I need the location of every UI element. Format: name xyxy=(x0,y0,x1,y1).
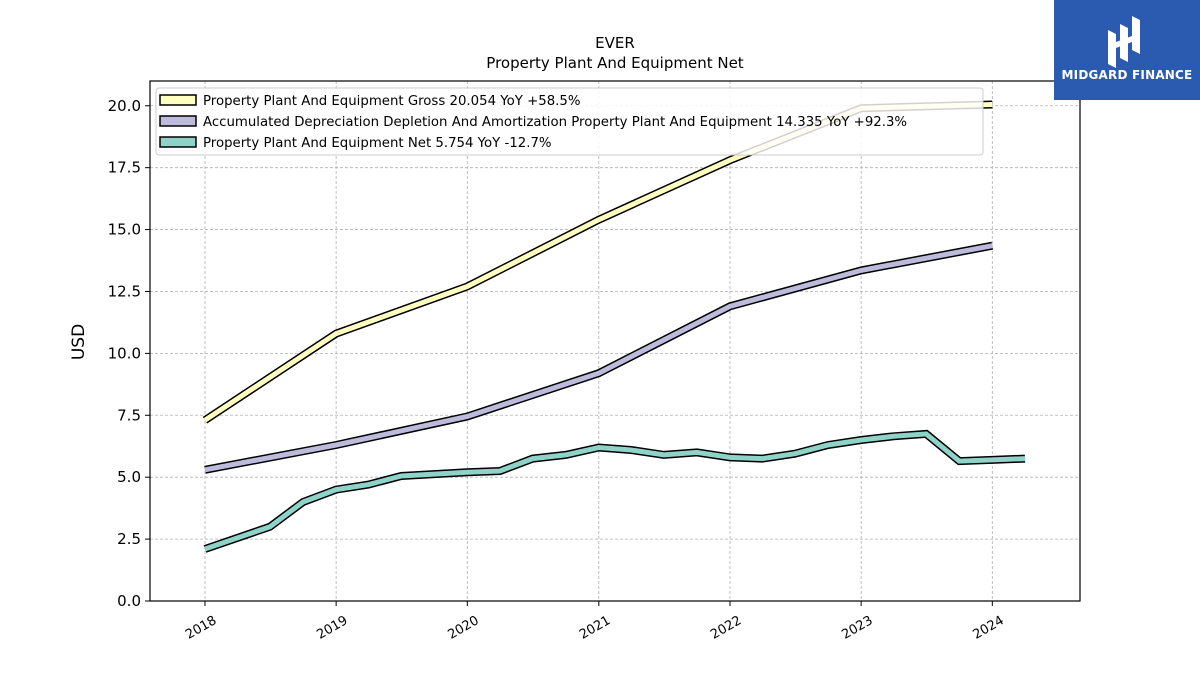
series-line-2 xyxy=(204,431,1026,552)
grid-lines xyxy=(150,81,1080,602)
brand-logo: MIDGARD FINANCE xyxy=(1054,0,1200,100)
y-tick-label: 12.5 xyxy=(108,282,141,300)
x-tick-label: 2019 xyxy=(314,613,350,643)
y-tick-label: 2.5 xyxy=(117,530,141,548)
y-tick-label: 7.5 xyxy=(117,406,141,424)
chart-subtitle: Property Plant And Equipment Net xyxy=(486,54,743,72)
x-tick-label: 2022 xyxy=(708,613,744,643)
legend-swatch xyxy=(159,136,197,148)
legend-label: Accumulated Depreciation Depletion And A… xyxy=(203,115,907,130)
x-tick-label: 2021 xyxy=(577,613,613,643)
legend-label: Property Plant And Equipment Gross 20.05… xyxy=(203,94,581,109)
legend-swatch xyxy=(159,94,197,106)
brand-name: MIDGARD FINANCE xyxy=(1061,68,1193,82)
axes: 0.0 2.5 5.0 7.5 10.0 12.5 15.0 17.5 20.0 2018 2019… xyxy=(108,97,1007,643)
y-axis-label: USD xyxy=(69,324,89,360)
x-tick-label: 2024 xyxy=(970,613,1006,643)
y-tick-label: 17.5 xyxy=(108,159,141,177)
legend-box xyxy=(155,87,984,156)
plot-frame xyxy=(149,80,1081,602)
y-tick-label: 5.0 xyxy=(117,468,141,486)
y-tick-label: 20.0 xyxy=(108,97,141,115)
y-tick-label: 15.0 xyxy=(108,221,141,239)
legend-swatch xyxy=(159,115,197,127)
x-tick-label: 2018 xyxy=(183,613,219,643)
series-line-1 xyxy=(204,243,993,473)
legend: Property Plant And Equipment Gross 20.05… xyxy=(155,87,984,156)
y-tick-label: 10.0 xyxy=(108,344,141,362)
series-lines xyxy=(202,100,1026,553)
legend-label: Property Plant And Equipment Net 5.754 Y… xyxy=(203,136,552,151)
x-tick-label: 2020 xyxy=(445,613,481,643)
y-tick-label: 0.0 xyxy=(117,592,141,610)
chart-title: EVER xyxy=(595,34,635,52)
x-tick-label: 2023 xyxy=(839,613,875,643)
midgard-logo-icon xyxy=(1108,16,1140,68)
